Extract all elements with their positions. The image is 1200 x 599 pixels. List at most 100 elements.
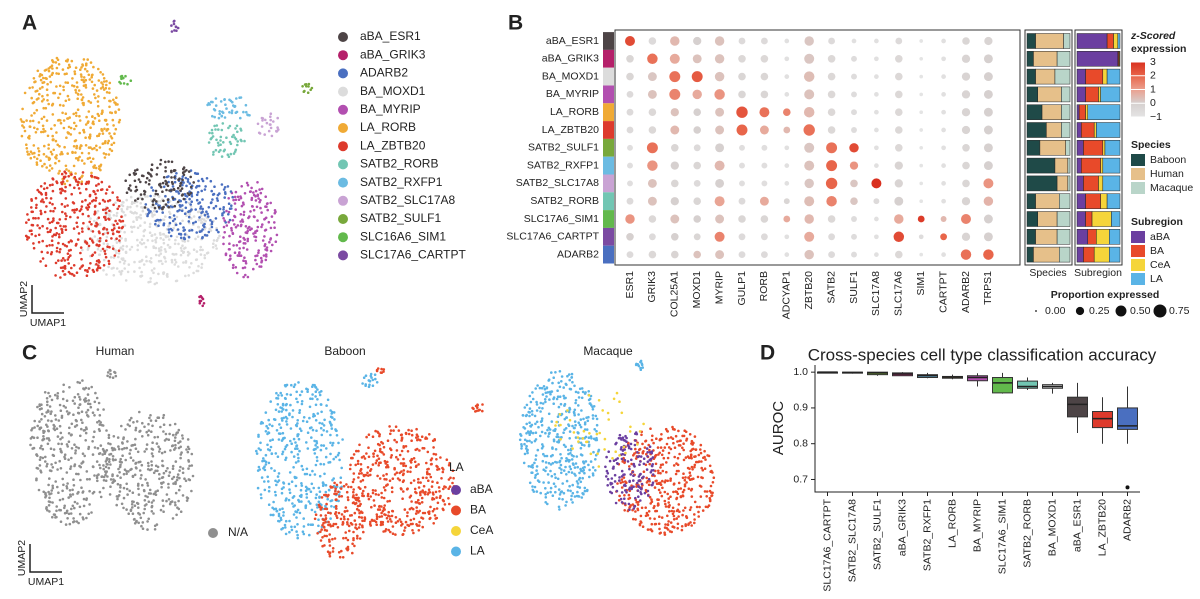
umap-point (378, 443, 381, 447)
umap-point (270, 452, 274, 456)
dot (826, 195, 837, 207)
umap-point (641, 525, 645, 528)
umap-point (98, 202, 101, 205)
umap-point (80, 486, 83, 490)
umap-point (122, 486, 126, 490)
species-segment (1026, 229, 1036, 245)
umap-point (425, 476, 428, 480)
umap-point (219, 139, 222, 142)
umap-point (417, 481, 420, 484)
umap-point (432, 522, 436, 525)
umap-point (562, 394, 565, 398)
umap-point (684, 524, 687, 528)
umap-point (172, 475, 176, 479)
umap-point (76, 502, 79, 505)
umap-point (320, 496, 324, 499)
umap-point (157, 254, 161, 257)
umap-point (203, 256, 207, 260)
umap-point (58, 498, 62, 502)
row-label: LA_ZBTB20 (542, 124, 599, 136)
umap-point (172, 169, 176, 173)
umap-point (122, 506, 125, 510)
umap-point (20, 134, 24, 138)
umap-point (196, 235, 200, 238)
umap-point (200, 266, 203, 269)
umap-point (326, 495, 329, 498)
umap-point (84, 78, 88, 82)
umap-point (471, 406, 474, 410)
umap-point (373, 449, 377, 453)
umap-point (232, 104, 235, 107)
umap-point (667, 436, 670, 440)
umap-point (64, 212, 67, 215)
umap-point (87, 447, 90, 451)
umap-point (105, 449, 109, 452)
umap-point (148, 416, 151, 420)
umap-point (634, 447, 637, 451)
umap-point (102, 264, 106, 267)
umap-point (99, 421, 102, 424)
umap-point (322, 444, 326, 447)
dot (895, 55, 903, 63)
umap-point (418, 449, 421, 452)
umap-point (522, 426, 525, 429)
umap-point (128, 424, 131, 428)
umap-point (150, 468, 153, 471)
umap-point (570, 498, 573, 501)
umap-point (60, 414, 64, 418)
umap-point (428, 510, 431, 513)
umap-point (176, 228, 180, 231)
umap-point (330, 499, 334, 502)
umap-point (42, 152, 46, 156)
umap-point (447, 463, 451, 467)
umap-point (357, 476, 360, 479)
umap-point (159, 200, 162, 203)
umap-point (443, 503, 447, 506)
umap-point (342, 536, 345, 540)
umap-point (302, 90, 306, 93)
legend-swatch (338, 232, 348, 243)
dot (918, 234, 924, 240)
umap-point (537, 425, 540, 429)
column-label: ESR1 (624, 271, 636, 299)
umap-point (181, 219, 184, 223)
umap-point (112, 203, 115, 207)
umap-point (331, 416, 334, 419)
umap-point (282, 482, 286, 485)
umap-point (331, 550, 335, 553)
umap-point (121, 441, 124, 444)
umap-point (632, 485, 635, 489)
dot (693, 197, 701, 205)
umap-point (556, 477, 560, 481)
umap-point (403, 526, 407, 529)
umap-point (38, 458, 42, 462)
umap-point (85, 478, 89, 481)
umap-point (684, 430, 688, 434)
umap-point (290, 383, 293, 387)
umap-point (267, 129, 271, 133)
umap-point (129, 195, 133, 199)
umap-point (34, 196, 38, 200)
umap-point (50, 127, 53, 131)
umap-point (428, 433, 431, 436)
umap-point (44, 106, 48, 110)
umap-point (530, 409, 534, 413)
dot (874, 252, 879, 257)
umap-point (188, 464, 191, 468)
umap-point (126, 440, 129, 443)
umap-point (295, 390, 299, 394)
umap-point (335, 516, 339, 520)
umap-point (25, 143, 28, 146)
umap-point (101, 73, 105, 76)
umap-point (225, 224, 229, 227)
umap-point (568, 408, 572, 411)
umap-point (620, 475, 624, 478)
umap-point (174, 460, 178, 463)
umap-point (243, 139, 246, 143)
umap-point (164, 166, 167, 169)
umap-point (636, 481, 639, 485)
umap-point (337, 451, 341, 455)
umap-point (177, 499, 180, 503)
umap-point (37, 216, 40, 220)
umap-point (46, 99, 49, 102)
